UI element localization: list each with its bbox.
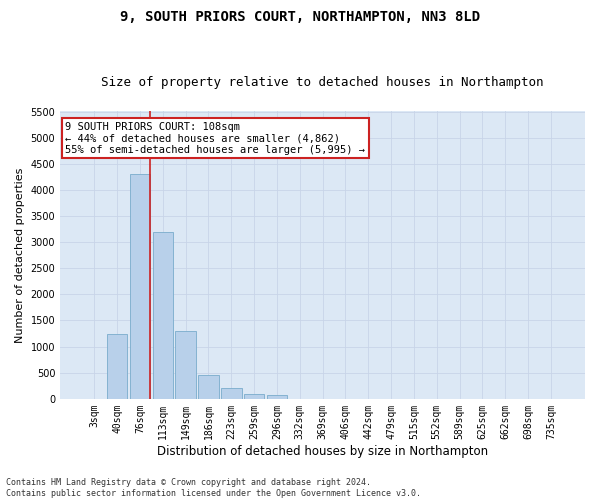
Bar: [221, 388, 242, 399]
Text: Contains HM Land Registry data © Crown copyright and database right 2024.
Contai: Contains HM Land Registry data © Crown c…: [6, 478, 421, 498]
Bar: [175, 331, 196, 399]
Bar: [198, 376, 219, 399]
Bar: [130, 174, 150, 399]
Bar: [266, 395, 287, 399]
Text: 9 SOUTH PRIORS COURT: 108sqm
← 44% of detached houses are smaller (4,862)
55% of: 9 SOUTH PRIORS COURT: 108sqm ← 44% of de…: [65, 122, 365, 155]
Bar: [107, 334, 127, 399]
Y-axis label: Number of detached properties: Number of detached properties: [15, 168, 25, 343]
Bar: [152, 232, 173, 399]
Text: 9, SOUTH PRIORS COURT, NORTHAMPTON, NN3 8LD: 9, SOUTH PRIORS COURT, NORTHAMPTON, NN3 …: [120, 10, 480, 24]
Title: Size of property relative to detached houses in Northampton: Size of property relative to detached ho…: [101, 76, 544, 90]
X-axis label: Distribution of detached houses by size in Northampton: Distribution of detached houses by size …: [157, 444, 488, 458]
Bar: [244, 394, 265, 399]
